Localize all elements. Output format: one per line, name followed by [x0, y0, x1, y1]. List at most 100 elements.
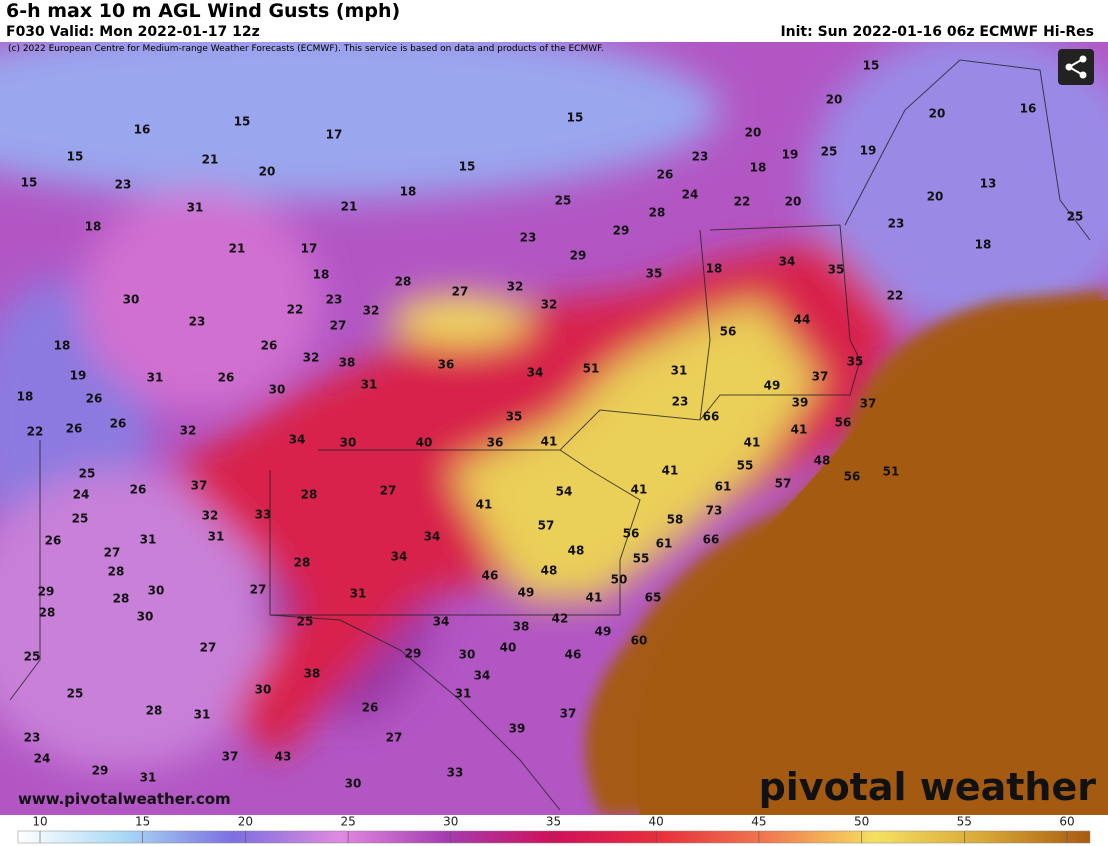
gust-label: 25 [555, 194, 572, 208]
gust-label: 42 [552, 612, 569, 626]
gust-label: 31 [208, 530, 225, 544]
gust-label: 33 [255, 508, 272, 522]
gust-label: 65 [645, 591, 662, 605]
map [0, 42, 1108, 815]
gust-label: 56 [720, 325, 737, 339]
gust-label: 21 [229, 242, 246, 256]
gust-label: 24 [34, 752, 51, 766]
gust-label: 56 [623, 527, 640, 541]
gust-label: 26 [261, 339, 278, 353]
valid-time: F030 Valid: Mon 2022-01-17 12z [6, 24, 260, 40]
gust-label: 40 [500, 641, 517, 655]
gust-label: 31 [194, 708, 211, 722]
gust-label: 54 [556, 485, 573, 499]
share-button[interactable] [1058, 49, 1094, 85]
gust-label: 23 [24, 731, 41, 745]
gust-label: 46 [482, 569, 499, 583]
gust-label: 26 [86, 392, 103, 406]
gust-label: 20 [259, 165, 276, 179]
gust-label: 32 [507, 280, 524, 294]
gust-label: 34 [527, 366, 544, 380]
gust-label: 38 [304, 667, 321, 681]
gust-label: 25 [79, 467, 96, 481]
gust-label: 30 [269, 383, 286, 397]
gust-label: 26 [657, 168, 674, 182]
gust-label: 22 [287, 303, 304, 317]
gust-label: 41 [744, 436, 761, 450]
colorbar-tick-label: 50 [854, 815, 869, 829]
gust-label: 34 [391, 550, 408, 564]
gust-label: 37 [222, 750, 239, 764]
init-time: Init: Sun 2022-01-16 06z ECMWF Hi-Res [780, 24, 1094, 40]
colorbar-tick-label: 45 [751, 815, 766, 829]
gust-label: 15 [21, 176, 38, 190]
gust-label: 34 [433, 615, 450, 629]
gust-label: 18 [17, 390, 34, 404]
gust-label: 27 [380, 484, 397, 498]
gust-label: 17 [326, 128, 343, 142]
gust-label: 49 [595, 625, 612, 639]
gust-label: 46 [565, 648, 582, 662]
gust-label: 23 [520, 231, 537, 245]
gust-label: 31 [140, 771, 157, 785]
gust-label: 20 [826, 93, 843, 107]
colorbar-tick-label: 35 [546, 815, 561, 829]
share-button-bg[interactable] [1058, 49, 1094, 85]
website: www.pivotalweather.com [18, 790, 231, 808]
gust-label: 20 [927, 190, 944, 204]
gust-label: 18 [85, 220, 102, 234]
gust-label: 30 [340, 436, 357, 450]
gust-label: 41 [631, 483, 648, 497]
gust-label: 25 [297, 615, 314, 629]
gust-label: 18 [400, 185, 417, 199]
gust-label: 26 [45, 534, 62, 548]
gust-label: 20 [785, 195, 802, 209]
gust-label: 41 [476, 498, 493, 512]
colorbar-tick-label: 25 [340, 815, 355, 829]
gust-label: 15 [459, 160, 476, 174]
gust-label: 28 [146, 704, 163, 718]
gust-label: 57 [775, 477, 792, 491]
gust-label: 39 [792, 396, 809, 410]
gust-label: 19 [70, 369, 87, 383]
gust-label: 32 [541, 298, 558, 312]
gust-label: 25 [1067, 210, 1084, 224]
gust-label: 31 [361, 378, 378, 392]
gust-label: 26 [66, 422, 83, 436]
gust-label: 18 [975, 238, 992, 252]
gust-label: 32 [303, 351, 320, 365]
gust-label: 22 [734, 195, 751, 209]
gust-label: 73 [706, 504, 723, 518]
gust-label: 18 [54, 339, 71, 353]
gust-label: 23 [672, 395, 689, 409]
gust-label: 27 [200, 641, 217, 655]
gust-label: 34 [779, 255, 796, 269]
gust-label: 61 [715, 480, 732, 494]
gust-label: 21 [341, 200, 358, 214]
gust-label: 30 [459, 648, 476, 662]
gust-label: 27 [386, 731, 403, 745]
gust-label: 23 [692, 150, 709, 164]
colorbar [17, 830, 1091, 844]
gust-label: 48 [814, 454, 831, 468]
gust-label: 32 [363, 304, 380, 318]
gust-label: 23 [189, 315, 206, 329]
gust-label: 55 [633, 552, 650, 566]
gust-label: 37 [860, 397, 877, 411]
gust-label: 29 [405, 647, 422, 661]
gust-label: 29 [613, 224, 630, 238]
colorbar-tick-label: 15 [135, 815, 150, 829]
gust-label: 44 [794, 313, 811, 327]
gust-label: 33 [447, 766, 464, 780]
gust-label: 29 [92, 764, 109, 778]
copyright: (c) 2022 European Centre for Medium-rang… [8, 44, 604, 54]
gust-label: 18 [706, 262, 723, 276]
gust-label: 30 [123, 293, 140, 307]
gust-label: 41 [586, 591, 603, 605]
gust-label: 55 [737, 459, 754, 473]
gust-label: 13 [980, 177, 997, 191]
gust-label: 43 [275, 750, 292, 764]
gust-label: 56 [835, 416, 852, 430]
gust-label: 32 [202, 509, 219, 523]
